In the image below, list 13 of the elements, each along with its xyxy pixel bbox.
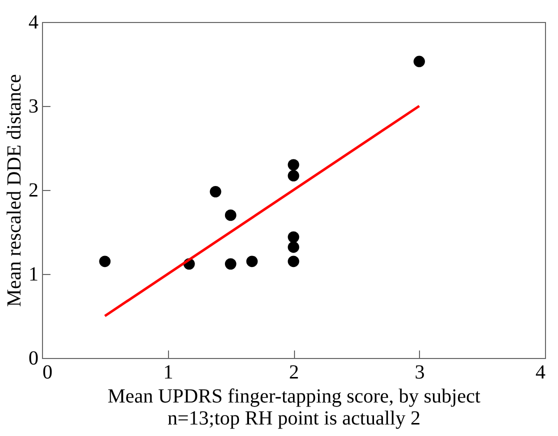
x-tick-label: 4 <box>536 362 546 384</box>
y-tick-label: 3 <box>28 96 38 118</box>
x-tick-label: 0 <box>42 362 52 384</box>
y-tick-label: 0 <box>28 348 38 370</box>
y-tick-label: 4 <box>28 12 38 34</box>
x-tick-label: 3 <box>414 362 425 384</box>
x-tick-label: 2 <box>289 362 299 384</box>
x-axis-title: Mean UPDRS finger-tapping score, by subject <box>108 386 481 408</box>
text: n=13;top RH point is actually 2 <box>168 408 420 430</box>
y-tick-label: 2 <box>28 180 38 202</box>
y-axis-title: Mean rescaled DDE distance <box>4 74 26 307</box>
x-tick-label: 1 <box>163 362 174 384</box>
y-tick-label: 1 <box>28 264 38 286</box>
